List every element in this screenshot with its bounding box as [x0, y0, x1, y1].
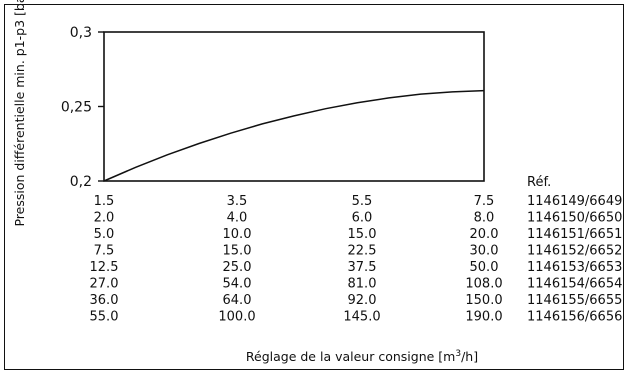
table-cell: 15.0	[223, 244, 252, 259]
table-cell: 25.0	[223, 260, 252, 275]
ref-number: 1146150/6650	[527, 211, 622, 226]
table-cell: 100.0	[218, 310, 255, 325]
table-cell: 81.0	[348, 277, 377, 292]
table-cell: 92.0	[348, 293, 377, 308]
ref-header: Réf.	[527, 175, 551, 190]
x-axis-label-suffix: /h]	[461, 349, 478, 364]
table-cell: 4.0	[227, 211, 248, 226]
setpoint-table: 1.5 3.5 5.5 7.5 1146149/6649 2.0 4.0 6.0 8.0 1146…	[90, 194, 623, 325]
ref-number: 1146155/6655	[527, 293, 622, 308]
table-cell: 22.5	[348, 244, 377, 259]
table-cell: 10.0	[223, 227, 252, 242]
chart-frame	[4, 4, 624, 370]
table-cell: 6.0	[352, 211, 373, 226]
table-cell: 150.0	[465, 293, 502, 308]
x-axis-label-prefix: Réglage de la valeur consigne [m	[246, 349, 455, 364]
ref-number: 1146151/6651	[527, 227, 622, 242]
ref-number: 1146152/6652	[527, 244, 622, 259]
x-axis-label: Réglage de la valeur consigne [m3/h]	[246, 349, 478, 364]
y-axis-label: Pression différentielle min. p1-p3 [bar]	[12, 0, 27, 227]
table-cell: 37.5	[348, 260, 377, 275]
table-cell: 5.0	[94, 227, 115, 242]
table-cell: 55.0	[90, 310, 119, 325]
table-cell: 54.0	[223, 277, 252, 292]
table-cell: 12.5	[90, 260, 119, 275]
table-cell: 2.0	[94, 211, 115, 226]
table-cell: 27.0	[90, 277, 119, 292]
y-tick-label-mid: 0,25	[61, 100, 92, 116]
table-cell: 145.0	[343, 310, 380, 325]
x-axis-label-superscript: 3	[455, 349, 461, 359]
table-cell: 190.0	[465, 310, 502, 325]
table-cell: 20.0	[470, 227, 499, 242]
table-cell: 5.5	[352, 194, 373, 209]
table-cell: 7.5	[474, 194, 495, 209]
table-cell: 64.0	[223, 293, 252, 308]
table-cell: 8.0	[474, 211, 495, 226]
table-cell: 7.5	[94, 244, 115, 259]
series-line	[103, 89, 485, 182]
ref-number: 1146149/6649	[527, 194, 622, 209]
table-cell: 30.0	[470, 244, 499, 259]
table-cell: 108.0	[465, 277, 502, 292]
y-tick-label-bottom: 0,2	[70, 174, 92, 190]
y-tick-label-top: 0,3	[70, 25, 92, 41]
table-cell: 15.0	[348, 227, 377, 242]
ref-number: 1146153/6653	[527, 260, 622, 275]
ref-number: 1146156/6656	[527, 310, 622, 325]
ref-number: 1146154/6654	[527, 277, 622, 292]
table-cell: 3.5	[227, 194, 248, 209]
plot-area	[103, 31, 485, 182]
table-cell: 36.0	[90, 293, 119, 308]
table-cell: 50.0	[470, 260, 499, 275]
table-cell: 1.5	[94, 194, 115, 209]
